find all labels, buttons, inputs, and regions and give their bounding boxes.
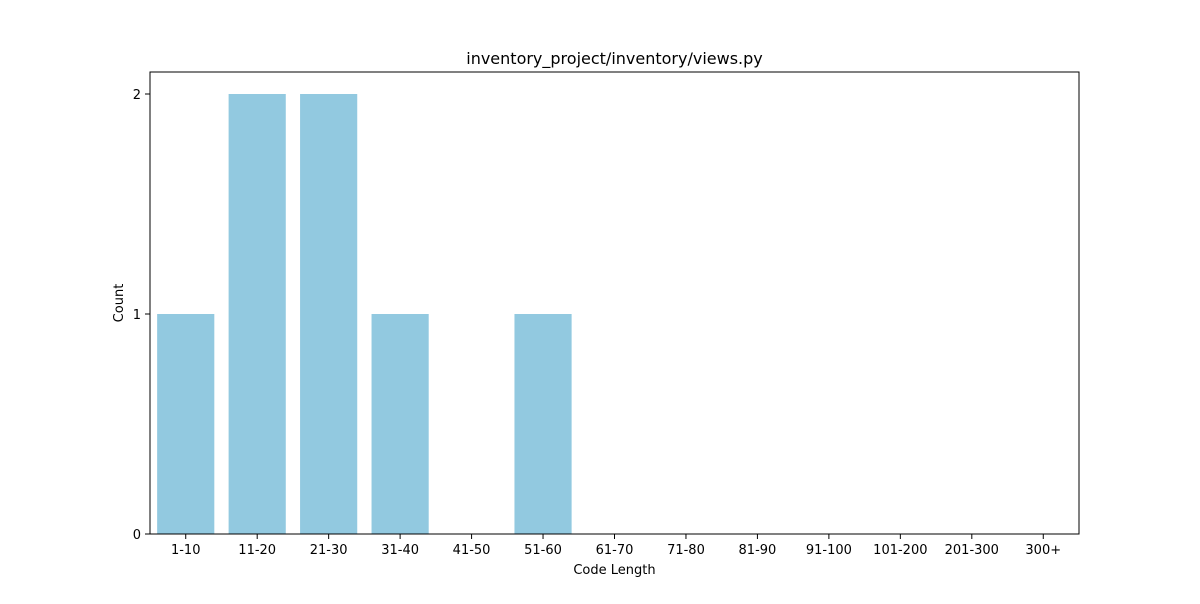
bar-51-60 [514, 314, 572, 534]
x-tick-label: 41-50 [453, 543, 491, 558]
x-tick-label: 11-20 [238, 543, 276, 558]
x-tick-label: 21-30 [310, 543, 348, 558]
x-tick-label: 300+ [1025, 543, 1061, 558]
x-axis-label: Code Length [573, 563, 655, 578]
bars-layer [157, 94, 572, 534]
bar-1-10 [157, 314, 215, 534]
x-tick-label: 31-40 [381, 543, 419, 558]
x-tick-label: 201-300 [945, 543, 999, 558]
x-tick-label: 101-200 [873, 543, 927, 558]
y-tick-label: 1 [133, 308, 141, 323]
x-tick-label: 81-90 [739, 543, 777, 558]
bar-21-30 [300, 94, 358, 534]
bar-31-40 [371, 314, 429, 534]
bar-11-20 [228, 94, 286, 534]
y-axis: 0 1 2 [133, 88, 150, 543]
x-axis: 1-10 11-20 21-30 31-40 41-50 51-60 61-70 71-80 8… [171, 534, 1061, 558]
x-tick-label: 71-80 [667, 543, 705, 558]
x-tick-label: 1-10 [171, 543, 201, 558]
chart-title: inventory_project/inventory/views.py [466, 49, 763, 69]
x-tick-label: 51-60 [524, 543, 562, 558]
x-tick-label: 91-100 [806, 543, 852, 558]
y-axis-label: Count [112, 284, 127, 323]
y-tick-label: 2 [133, 88, 141, 103]
y-tick-label: 0 [133, 528, 141, 543]
x-tick-label: 61-70 [596, 543, 634, 558]
plot-frame [149, 71, 1080, 535]
